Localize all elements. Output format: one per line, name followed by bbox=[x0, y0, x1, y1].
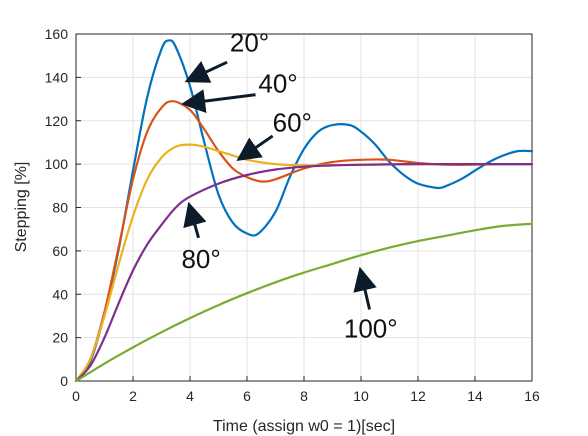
x-tick-label: 10 bbox=[353, 388, 369, 404]
x-tick-label: 0 bbox=[72, 388, 80, 404]
series-line-3 bbox=[74, 162, 534, 383]
y-tick-label: 0 bbox=[60, 373, 68, 389]
x-tick-label: 12 bbox=[410, 388, 426, 404]
y-tick-label: 20 bbox=[52, 330, 68, 346]
x-tick-label: 6 bbox=[243, 388, 251, 404]
x-tick-label: 14 bbox=[467, 388, 483, 404]
x-tick-label: 8 bbox=[300, 388, 308, 404]
annotation-label: 80° bbox=[181, 244, 220, 274]
annotation-label: 100° bbox=[344, 314, 398, 344]
y-tick-label: 140 bbox=[45, 69, 69, 85]
y-tick-label: 160 bbox=[45, 26, 69, 42]
y-tick-label: 120 bbox=[45, 113, 69, 129]
x-tick-label: 2 bbox=[129, 388, 137, 404]
annotation-label: 20° bbox=[230, 27, 269, 57]
x-tick-label: 4 bbox=[186, 388, 194, 404]
annotation-label: 40° bbox=[258, 69, 297, 99]
annotation-arrow bbox=[183, 201, 207, 239]
annotation-arrow bbox=[184, 60, 228, 83]
annotation-arrow bbox=[181, 89, 256, 114]
y-tick-label: 40 bbox=[52, 286, 68, 302]
annotation-label: 60° bbox=[273, 108, 312, 138]
y-tick-label: 60 bbox=[52, 243, 68, 259]
annotations: 20° 40° 60° 80° 100° bbox=[181, 27, 398, 344]
x-axis-label: Time (assign w0 = 1)[sec] bbox=[213, 418, 395, 435]
y-tick-label: 100 bbox=[45, 156, 69, 172]
series-line-4 bbox=[74, 222, 534, 383]
annotation-arrow bbox=[353, 266, 377, 310]
grid bbox=[75, 33, 533, 382]
annotation-arrow bbox=[236, 134, 274, 162]
x-tick-label: 16 bbox=[524, 388, 540, 404]
y-tick-label: 80 bbox=[52, 200, 68, 216]
series-lines bbox=[74, 39, 534, 383]
y-axis-label: Stepping [%] bbox=[13, 162, 30, 253]
